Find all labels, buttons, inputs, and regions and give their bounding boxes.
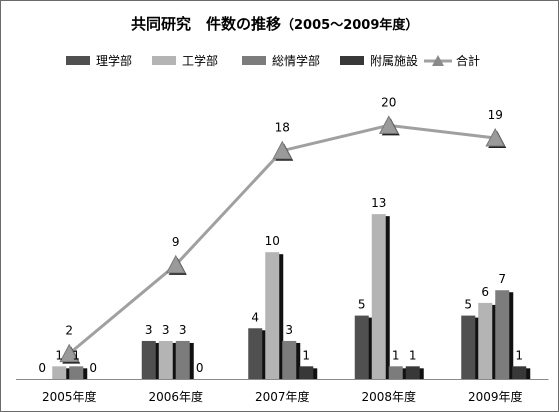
bar-総情学部-2006年度 (175, 340, 190, 379)
total-line-series (59, 115, 507, 364)
bar-value-label: 10 (265, 234, 280, 248)
total-value-label: 19 (488, 108, 503, 122)
bar-value-label: 6 (481, 285, 489, 299)
bar-value-label: 3 (162, 323, 170, 337)
bar-value-label: 3 (145, 323, 153, 337)
bar-総情学部-2008年度 (388, 366, 403, 379)
total-marker (165, 254, 186, 274)
legend-swatch (242, 56, 266, 65)
legend-triangle-marker (432, 55, 444, 66)
bar-value-label: 3 (285, 323, 293, 337)
x-tick-label: 2009年度 (468, 389, 523, 404)
x-tick-label: 2007年度 (255, 389, 310, 404)
bar-理学部-2007年度 (248, 328, 263, 379)
bar-value-label: 1 (55, 348, 63, 362)
bar-工学部-2006年度 (158, 340, 173, 379)
bar-value-label: 4 (251, 310, 259, 324)
x-tick-label: 2006年度 (148, 389, 203, 404)
bar-附属施設-2009年度 (512, 366, 527, 379)
total-marker (485, 127, 506, 147)
bar-総情学部-2009年度 (495, 290, 510, 379)
bar-value-label: 1 (302, 348, 310, 362)
legend: 理学部 工学部 総情学部 附属施設 合計 (66, 53, 480, 68)
bar-value-label: 0 (38, 361, 46, 375)
bar-附属施設-2008年度 (405, 366, 420, 379)
bar-理学部-2008年度 (354, 315, 369, 379)
chart-title-suffix: （2005～2009年度） (281, 17, 418, 33)
bar-value-label: 1 (409, 348, 417, 362)
legend-label: 工学部 (182, 53, 218, 68)
legend-swatch (66, 56, 90, 65)
bar-value-label: 0 (89, 361, 97, 375)
chart-title: 共同研究 件数の推移（2005～2009年度） (131, 15, 418, 33)
x-axis: 2005年度 2006年度 2007年度 2008年度 2009年度 (16, 379, 549, 404)
x-tick-label: 2005年度 (42, 389, 97, 404)
x-tick-label: 2008年度 (361, 389, 416, 404)
bar-value-label: 1 (72, 348, 80, 362)
total-marker (59, 343, 80, 363)
legend-label: 附属施設 (370, 53, 418, 68)
bar-理学部-2009年度 (461, 315, 476, 379)
legend-label: 合計 (456, 53, 480, 68)
bar-value-label: 13 (371, 196, 386, 210)
bar-附属施設-2007年度 (299, 366, 314, 379)
total-marker (378, 115, 399, 134)
legend-swatch (340, 56, 364, 65)
bar-工学部-2007年度 (265, 252, 280, 379)
bar-value-label: 5 (358, 298, 366, 312)
bar-総情学部-2005年度 (69, 366, 84, 379)
bar-value-label: 1 (392, 348, 400, 362)
legend-swatch (152, 56, 176, 65)
bar-value-label: 1 (515, 348, 523, 362)
total-value-label: 9 (172, 235, 180, 249)
bar-value-label: 5 (464, 298, 472, 312)
bar-marks (52, 214, 531, 379)
bar-理学部-2006年度 (141, 340, 156, 379)
legend-label: 総情学部 (272, 53, 320, 68)
total-value-label: 18 (275, 121, 290, 135)
bar-value-label: 7 (498, 272, 506, 286)
bar-総情学部-2007年度 (282, 340, 297, 379)
total-marker (272, 140, 293, 160)
chart-title-main: 共同研究 件数の推移 (131, 15, 281, 33)
bar-value-label: 3 (179, 323, 187, 337)
bar-工学部-2005年度 (52, 366, 67, 379)
legend-label: 理学部 (96, 53, 132, 68)
bar-工学部-2008年度 (371, 214, 386, 379)
total-value-label: 20 (381, 95, 396, 109)
bar-value-label: 0 (196, 361, 204, 375)
total-value-label: 2 (65, 324, 73, 338)
bar-工学部-2009年度 (478, 302, 493, 379)
